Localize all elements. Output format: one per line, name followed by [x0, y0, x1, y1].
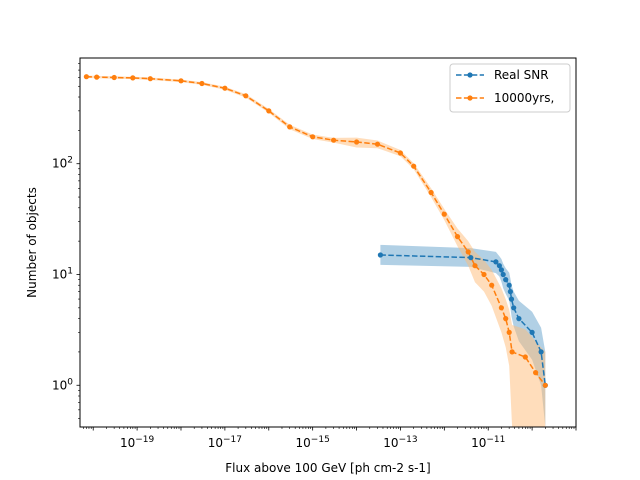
x-tick-label-4: 10−11	[471, 435, 505, 450]
point-series-0-4	[498, 267, 504, 273]
point-series-1-13	[354, 139, 360, 145]
point-series-1-20	[465, 249, 471, 255]
y-axis-label: Number of objects	[25, 187, 39, 298]
point-series-1-6	[199, 80, 205, 87]
legend-box	[449, 63, 571, 113]
x-axis-label: Flux above 100 GeV [ph cm-2 s-1]	[225, 461, 430, 475]
point-series-0-13	[538, 349, 544, 355]
point-series-1-30	[542, 382, 548, 388]
legend-label-real-snr: Real SNR	[494, 68, 549, 82]
point-series-1-0	[83, 74, 89, 80]
point-series-1-1	[94, 74, 100, 80]
point-series-1-15	[397, 150, 403, 156]
x-tick-label-0: 10−19	[120, 435, 155, 450]
band-series-0	[380, 244, 546, 427]
y-axis-ticks: 100 101 102	[52, 63, 80, 419]
legend-marker-10000yrs	[467, 95, 473, 101]
point-series-1-21	[472, 263, 478, 269]
point-series-0-1	[468, 255, 474, 261]
plot-frame	[79, 57, 577, 428]
point-series-1-5	[178, 78, 184, 84]
legend: Real SNR 10000yrs,	[449, 63, 571, 113]
point-series-0-8	[507, 289, 513, 295]
x-tick-label-2: 10−15	[296, 435, 330, 450]
legend-marker-real-snr	[467, 72, 473, 78]
x-tick-label-1: 10−17	[208, 435, 242, 450]
point-series-0-7	[506, 282, 512, 288]
point-series-1-22	[481, 271, 487, 278]
point-series-0-11	[516, 316, 522, 322]
point-series-0-3	[496, 263, 502, 269]
point-series-1-19	[454, 234, 461, 240]
confidence-bands	[86, 75, 546, 427]
point-series-1-9	[266, 108, 272, 114]
x-axis-ticks: 10−19 10−17 10−15 10−13 10−11	[83, 427, 577, 450]
y-tick-label-2: 102	[52, 156, 73, 171]
point-series-0-9	[508, 296, 515, 302]
point-series-1-3	[130, 75, 136, 81]
point-series-1-10	[287, 124, 293, 130]
point-series-1-12	[331, 137, 337, 143]
point-series-1-17	[428, 189, 434, 196]
point-series-0-10	[511, 305, 517, 311]
point-series-1-14	[374, 141, 381, 147]
point-series-1-18	[441, 211, 447, 217]
point-series-0-5	[500, 271, 506, 278]
point-series-1-8	[243, 93, 249, 99]
point-series-1-26	[506, 329, 512, 335]
point-series-0-12	[529, 329, 535, 335]
point-series-1-7	[222, 85, 228, 91]
point-series-1-23	[489, 282, 495, 288]
point-series-1-27	[509, 349, 515, 355]
point-series-1-28	[522, 354, 528, 360]
x-tick-label-3: 10−13	[383, 435, 417, 450]
point-series-1-29	[533, 370, 539, 376]
point-series-1-24	[498, 305, 504, 311]
point-series-1-25	[503, 316, 509, 322]
point-series-1-2	[111, 74, 117, 81]
legend-label-10000yrs: 10000yrs,	[494, 91, 554, 105]
point-series-1-4	[147, 76, 153, 82]
point-series-0-2	[493, 259, 499, 265]
point-series-0-6	[503, 277, 509, 283]
point-series-1-16	[411, 163, 417, 169]
y-tick-label-1: 101	[52, 266, 73, 281]
y-tick-label-0: 100	[52, 377, 73, 392]
series-points	[83, 74, 548, 388]
point-series-1-11	[310, 134, 316, 140]
point-series-0-0	[377, 252, 383, 258]
